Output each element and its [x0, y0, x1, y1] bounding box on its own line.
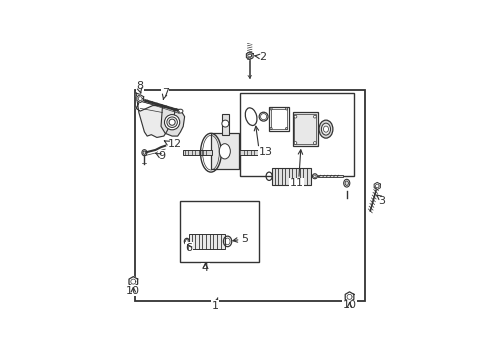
- Text: 1: 1: [212, 298, 219, 311]
- Ellipse shape: [286, 127, 288, 130]
- Text: 10: 10: [343, 300, 357, 310]
- Ellipse shape: [321, 123, 331, 135]
- Polygon shape: [137, 95, 144, 103]
- Text: 6: 6: [185, 243, 192, 253]
- Ellipse shape: [143, 151, 146, 154]
- Text: 11: 11: [290, 178, 304, 188]
- Bar: [222, 114, 229, 135]
- Text: 12: 12: [168, 139, 182, 149]
- Polygon shape: [374, 183, 380, 190]
- Bar: [189, 234, 225, 249]
- Bar: [211, 133, 239, 169]
- Ellipse shape: [167, 117, 177, 127]
- Ellipse shape: [178, 109, 183, 113]
- Bar: [293, 112, 318, 146]
- Ellipse shape: [270, 127, 272, 130]
- Text: 5: 5: [242, 234, 248, 244]
- Text: 9: 9: [158, 151, 166, 161]
- Ellipse shape: [313, 174, 318, 179]
- Text: 13: 13: [259, 147, 273, 157]
- Ellipse shape: [319, 120, 333, 138]
- Bar: [272, 168, 311, 185]
- Ellipse shape: [314, 115, 316, 118]
- Text: 7: 7: [162, 87, 169, 98]
- Bar: [135, 90, 365, 301]
- Ellipse shape: [270, 108, 272, 110]
- Bar: [180, 201, 259, 262]
- Bar: [240, 93, 354, 176]
- Text: 8: 8: [136, 81, 143, 91]
- Polygon shape: [161, 107, 185, 136]
- Ellipse shape: [169, 119, 175, 125]
- Bar: [183, 150, 212, 155]
- Ellipse shape: [314, 141, 316, 144]
- Ellipse shape: [165, 114, 180, 130]
- Ellipse shape: [345, 181, 348, 185]
- Text: 10: 10: [126, 286, 140, 296]
- Ellipse shape: [323, 126, 328, 132]
- Text: 2: 2: [259, 51, 266, 62]
- Ellipse shape: [286, 108, 288, 110]
- Polygon shape: [136, 93, 175, 138]
- Polygon shape: [246, 52, 253, 59]
- Polygon shape: [345, 292, 354, 302]
- Text: 3: 3: [378, 196, 385, 206]
- Ellipse shape: [314, 175, 316, 177]
- Ellipse shape: [294, 141, 297, 144]
- Bar: [239, 150, 269, 155]
- Ellipse shape: [142, 150, 147, 156]
- Ellipse shape: [343, 179, 350, 187]
- Polygon shape: [129, 276, 138, 287]
- Bar: [294, 114, 316, 144]
- Ellipse shape: [222, 120, 229, 127]
- Bar: [269, 107, 289, 131]
- Bar: [318, 175, 343, 177]
- Ellipse shape: [219, 144, 230, 159]
- Text: 4: 4: [202, 263, 209, 273]
- Ellipse shape: [294, 115, 297, 118]
- Bar: [271, 109, 287, 129]
